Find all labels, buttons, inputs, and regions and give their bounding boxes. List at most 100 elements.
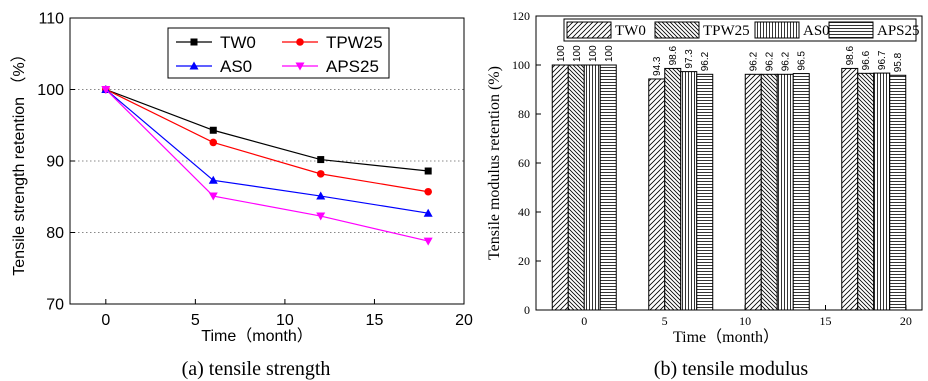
- x-tick-label: 0: [101, 312, 110, 329]
- legend-box: [167, 27, 390, 79]
- data-label: 100: [604, 45, 615, 62]
- bar-as0: [873, 72, 891, 311]
- caption-b: (b) tensile modulus: [654, 358, 809, 380]
- data-point-aps25: [316, 212, 326, 221]
- x-tick-label: 15: [820, 314, 832, 328]
- y-tick-label: 40: [518, 205, 530, 219]
- y-tick-label: 100: [37, 82, 64, 99]
- legend-label: TPW25: [326, 33, 383, 52]
- data-label: 100: [588, 45, 599, 62]
- x-tick-label: 20: [455, 312, 473, 329]
- legend-label: TW0: [615, 23, 646, 39]
- data-point-tw0: [209, 126, 217, 134]
- legend-label: APS25: [877, 23, 920, 39]
- data-label: 100: [556, 45, 567, 62]
- data-label: 96.5: [797, 51, 808, 71]
- x-tick-label: 10: [739, 314, 751, 328]
- y-tick-label: 110: [38, 11, 64, 28]
- data-point-tpw25: [209, 138, 218, 147]
- data-label: 96.6: [861, 50, 872, 70]
- legend-label: TPW25: [703, 23, 750, 39]
- legend-label: AS0: [803, 23, 830, 39]
- y-tick-label: 60: [518, 156, 530, 170]
- data-point-as0: [316, 191, 326, 200]
- bar-tw0: [744, 73, 762, 311]
- x-tick-label: 5: [662, 314, 668, 328]
- data-label: 94.3: [652, 56, 663, 76]
- caption-a: (a) tensile strength: [182, 358, 331, 380]
- legend-label: APS25: [326, 57, 379, 76]
- legend-box: [563, 18, 917, 42]
- series-line-aps25: [105, 89, 429, 242]
- y-tick-label: 0: [524, 303, 530, 317]
- x-tick-label: 15: [366, 312, 384, 329]
- bar-tpw25: [567, 64, 585, 311]
- bar-tw0: [551, 64, 569, 311]
- data-point-tpw25: [316, 170, 325, 178]
- data-label: 98.6: [668, 46, 679, 66]
- bar-aps25: [792, 73, 810, 311]
- series-line-tpw25: [105, 88, 429, 193]
- y-tick-label: 120: [512, 9, 530, 23]
- x-tick-label: 20: [900, 314, 912, 328]
- bar-tw0: [648, 78, 666, 311]
- bar-aps25: [599, 64, 617, 311]
- bar-as0: [583, 64, 601, 311]
- bar-tpw25: [760, 73, 778, 311]
- series-line-tw0: [105, 88, 429, 172]
- legend-marker: [189, 61, 199, 70]
- legend-marker: [296, 38, 304, 46]
- data-point-aps25: [423, 237, 433, 246]
- data-point-aps25: [208, 192, 218, 201]
- data-label: 96.2: [781, 51, 792, 71]
- legend-b: TW0 TPW25 AS0 APS25: [563, 18, 920, 42]
- legend-swatch: [566, 21, 612, 39]
- data-label: 96.2: [765, 51, 776, 71]
- data-point-as0: [423, 208, 433, 217]
- data-label: 100: [572, 45, 583, 62]
- bar-aps25: [889, 74, 907, 311]
- data-point-tpw25: [424, 187, 432, 196]
- x-tick-label: 5: [191, 312, 200, 329]
- y-tick-label: 90: [46, 154, 64, 171]
- x-axis-label-b: Time（month）: [673, 328, 779, 346]
- bar-aps25: [696, 73, 714, 311]
- tensile-modulus-chart: 0 20 40 60 80 100 120 0 5 10 15 20 100 100 100 100 94.…: [486, 9, 923, 380]
- y-tick-label: 80: [518, 107, 530, 121]
- bar-as0: [680, 71, 698, 311]
- data-point-tw0: [317, 156, 325, 164]
- x-tick-label: 0: [581, 314, 587, 328]
- legend-label: AS0: [220, 57, 252, 76]
- y-tick-label: 80: [46, 225, 64, 242]
- data-label: 96.2: [749, 51, 760, 71]
- legend-marker: [295, 62, 305, 71]
- tensile-strength-chart: 70 80 90 100 110 0 5 10 15 20 TW0 TPW25 AS0 APS25 T…: [10, 11, 473, 381]
- bar-tpw25: [664, 67, 682, 311]
- bar-as0: [776, 73, 794, 311]
- legend-label: TW0: [220, 33, 256, 52]
- data-point-aps25: [101, 86, 111, 94]
- data-label: 95.8: [893, 52, 904, 72]
- data-label: 96.2: [700, 51, 711, 71]
- y-tick-label: 20: [518, 254, 530, 268]
- data-label: 96.7: [877, 50, 888, 70]
- data-point-tw0: [424, 167, 432, 175]
- bar-tpw25: [857, 72, 875, 311]
- data-label: 98.6: [845, 46, 856, 66]
- series-line-as0: [105, 89, 429, 214]
- data-point-as0: [208, 175, 218, 184]
- y-tick-label: 100: [512, 58, 530, 72]
- y-axis-label-b: Tensile modulus retention (%): [486, 66, 503, 260]
- x-tick-label: 10: [276, 312, 294, 329]
- x-axis-label-a: Time（month）: [201, 327, 312, 345]
- data-label: 97.3: [684, 49, 695, 69]
- y-axis-label-a: Tensile strength retention （%）: [10, 46, 28, 275]
- legend-swatch: [654, 21, 700, 39]
- y-tick-label: 70: [46, 297, 64, 314]
- legend-swatch: [828, 21, 874, 39]
- legend-a: TW0 TPW25 AS0 APS25: [167, 27, 390, 79]
- bar-tw0: [841, 67, 859, 311]
- legend-marker: [190, 38, 198, 46]
- legend-swatch: [754, 21, 800, 39]
